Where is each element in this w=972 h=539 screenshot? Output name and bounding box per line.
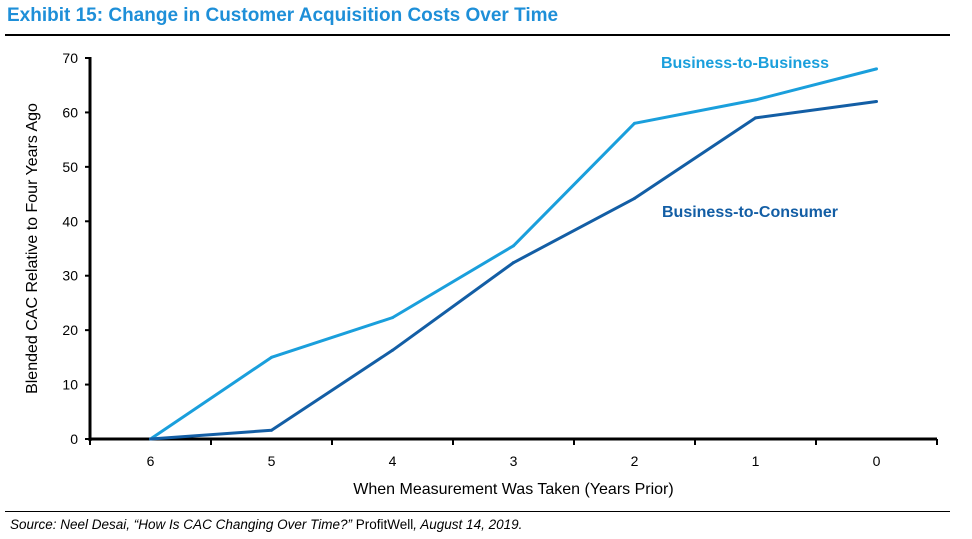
data-point — [875, 100, 878, 104]
y-tick-label: 40 — [62, 213, 78, 229]
series-label-b2c: Business-to-Consumer — [662, 204, 838, 221]
y-tick-label: 60 — [62, 104, 78, 120]
x-tick-label: 3 — [510, 453, 518, 469]
y-tick-label: 30 — [62, 268, 78, 284]
data-point — [633, 196, 636, 200]
data-point — [270, 355, 273, 359]
y-tick-label: 10 — [62, 377, 78, 393]
x-tick-label: 4 — [389, 453, 397, 469]
y-tick-label: 0 — [70, 431, 78, 447]
y-tick-label: 20 — [62, 322, 78, 338]
x-tick-label: 1 — [752, 453, 760, 469]
data-point — [754, 116, 757, 120]
x-tick-label: 5 — [268, 453, 276, 469]
data-point — [754, 98, 757, 102]
x-tick-label: 6 — [147, 453, 155, 469]
data-point — [391, 348, 394, 352]
data-point — [512, 244, 515, 248]
data-point — [391, 316, 394, 320]
y-tick-label: 70 — [62, 50, 78, 66]
chart-title: Exhibit 15: Change in Customer Acquisiti… — [7, 5, 559, 26]
data-point — [875, 67, 878, 71]
data-point — [270, 428, 273, 432]
series-line-b2b — [149, 67, 877, 441]
series-label-b2b: Business-to-Business — [661, 55, 829, 72]
series-line-b2c — [150, 100, 877, 441]
x-tick-label: 0 — [873, 453, 881, 469]
data-point — [633, 121, 636, 125]
y-tick-label: 50 — [62, 159, 78, 175]
data-point — [512, 261, 515, 265]
data-point — [149, 437, 152, 441]
title-divider — [5, 34, 950, 36]
x-axis-label: When Measurement Was Taken (Years Prior) — [353, 481, 673, 498]
source-publisher: ProfitWell — [355, 517, 414, 532]
source-note: Source: Neel Desai, “How Is CAC Changing… — [10, 517, 522, 532]
x-tick-label: 2 — [631, 453, 639, 469]
y-axis-label: Blended CAC Relative to Four Years Ago — [24, 103, 41, 394]
source-prefix: Source: Neel Desai, “How Is CAC Changing… — [10, 517, 356, 532]
source-suffix: , August 14, 2019. — [413, 517, 523, 532]
source-divider — [5, 511, 950, 512]
